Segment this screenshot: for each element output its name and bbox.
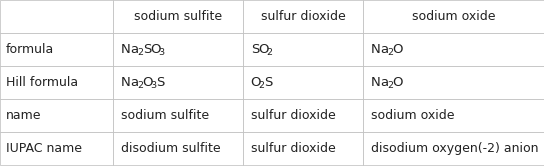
Text: disodium oxygen(-2) anion: disodium oxygen(-2) anion [371, 142, 539, 155]
Text: disodium sulfite: disodium sulfite [121, 142, 221, 155]
Text: S: S [156, 76, 164, 89]
Bar [113, 33, 243, 66]
Bar [0, 66, 113, 99]
Text: N: N [370, 43, 380, 56]
Bar [243, 66, 363, 99]
Text: sodium oxide: sodium oxide [371, 109, 454, 122]
Text: 2: 2 [138, 48, 144, 57]
Text: O: O [142, 76, 152, 89]
Bar [0, 0, 113, 33]
Bar [113, 99, 243, 132]
Text: name: name [6, 109, 41, 122]
Bar [0, 99, 113, 132]
Text: N: N [120, 76, 130, 89]
Text: a: a [380, 76, 388, 89]
Text: 3: 3 [159, 48, 165, 57]
Text: O: O [150, 43, 160, 56]
Text: N: N [120, 43, 130, 56]
Text: sulfur dioxide: sulfur dioxide [251, 109, 336, 122]
Bar [0, 33, 113, 66]
Bar [243, 99, 363, 132]
Text: Hill formula: Hill formula [6, 76, 78, 89]
Text: sodium sulfite: sodium sulfite [134, 10, 222, 23]
Text: 2: 2 [267, 48, 273, 57]
Text: a: a [130, 43, 138, 56]
Text: 2: 2 [138, 81, 144, 90]
Text: sulfur dioxide: sulfur dioxide [251, 142, 336, 155]
Text: 2: 2 [388, 48, 394, 57]
Bar [363, 132, 544, 165]
Bar [113, 66, 243, 99]
Text: a: a [380, 43, 388, 56]
Bar [363, 33, 544, 66]
Bar [113, 132, 243, 165]
Bar [243, 33, 363, 66]
Text: O: O [250, 76, 260, 89]
Text: sulfur dioxide: sulfur dioxide [261, 10, 345, 23]
Text: O: O [258, 43, 268, 56]
Bar [0, 132, 113, 165]
Text: 3: 3 [151, 81, 157, 90]
Text: N: N [370, 76, 380, 89]
Text: O: O [392, 43, 403, 56]
Bar [363, 66, 544, 99]
Text: IUPAC name: IUPAC name [6, 142, 82, 155]
Bar [113, 0, 243, 33]
Text: S: S [251, 43, 259, 56]
Bar [363, 0, 544, 33]
Text: a: a [130, 76, 138, 89]
Bar [363, 99, 544, 132]
Text: S: S [264, 76, 272, 89]
Text: 2: 2 [258, 81, 264, 90]
Text: sodium oxide: sodium oxide [412, 10, 495, 23]
Text: S: S [143, 43, 151, 56]
Bar [243, 132, 363, 165]
Text: O: O [392, 76, 403, 89]
Text: sodium sulfite: sodium sulfite [121, 109, 209, 122]
Bar [243, 0, 363, 33]
Text: formula: formula [6, 43, 54, 56]
Text: 2: 2 [388, 81, 394, 90]
